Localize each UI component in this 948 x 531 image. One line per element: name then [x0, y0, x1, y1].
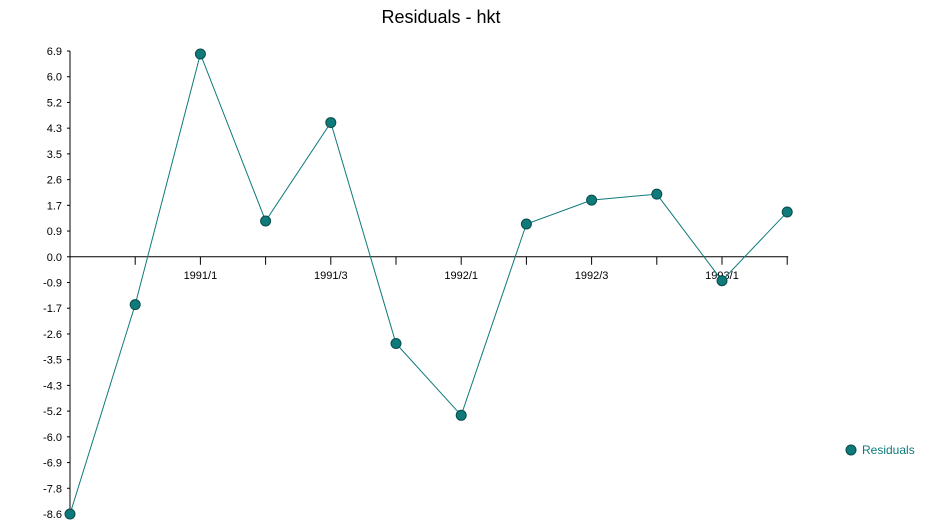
- y-tick-label: 0.0: [47, 252, 62, 264]
- data-point: [651, 188, 663, 200]
- data-point: [716, 275, 728, 287]
- y-tick-label: 6.0: [47, 72, 62, 84]
- y-tick-label: -0.9: [43, 278, 62, 290]
- y-tick-label: -6.9: [43, 458, 62, 470]
- y-tick-label: -2.6: [43, 329, 62, 341]
- data-point: [390, 338, 402, 350]
- legend-label-residuals: Residuals: [862, 443, 915, 457]
- data-point: [781, 206, 793, 218]
- y-tick-label: 0.9: [47, 226, 62, 238]
- y-tick-label: 6.9: [47, 46, 62, 58]
- x-tick-label: 1992/3: [575, 270, 609, 282]
- series-layer: [64, 48, 793, 520]
- data-point: [586, 194, 598, 206]
- y-tick-label: -3.5: [43, 355, 62, 367]
- y-tick-label: 3.5: [47, 149, 62, 161]
- y-tick-label: -4.3: [43, 380, 62, 392]
- series-line-residuals: [69, 52, 788, 515]
- data-point: [64, 508, 76, 520]
- x-tick-label: 1991/3: [314, 270, 348, 282]
- legend-marker: [845, 444, 857, 456]
- x-tick-label: 1992/1: [444, 270, 478, 282]
- legend: Residuals: [845, 443, 915, 457]
- data-point: [194, 48, 206, 60]
- y-tick-label: 4.3: [47, 123, 62, 135]
- y-tick-label: -1.7: [43, 303, 62, 315]
- chart-title: Residuals - hkt: [381, 7, 500, 27]
- y-tick-label: -7.8: [43, 483, 62, 495]
- y-tick-label: -5.2: [43, 406, 62, 418]
- data-point: [455, 409, 467, 421]
- data-point: [129, 299, 141, 311]
- data-point: [260, 215, 272, 227]
- y-tick-label: -8.6: [43, 509, 62, 521]
- data-point: [325, 117, 337, 129]
- axes: 6.9 6.0 5.2 4.3 3.5 2.6 1.7 0.9 0.0 -0.9 -1.7 -2.6 -…: [43, 46, 789, 521]
- y-tick-label: -6.0: [43, 432, 62, 444]
- y-tick-label: 2.6: [47, 175, 62, 187]
- x-tick-label: 1991/1: [184, 270, 218, 282]
- y-tick-label: 5.2: [47, 97, 62, 109]
- data-point: [520, 218, 532, 230]
- y-tick-label: 1.7: [47, 200, 62, 212]
